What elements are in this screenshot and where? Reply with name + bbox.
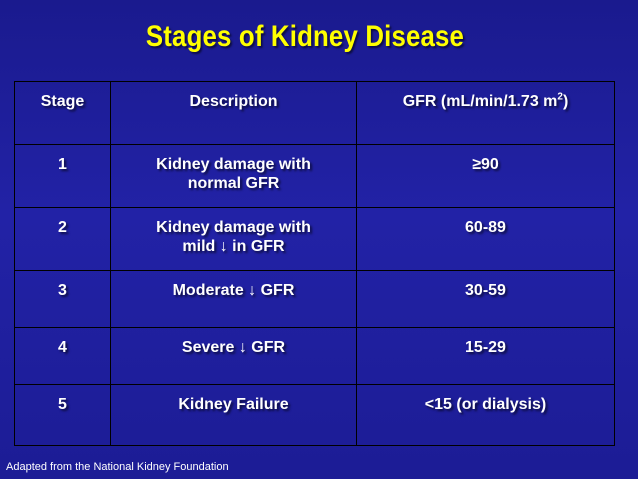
description-cell: Kidney Failure xyxy=(110,384,357,446)
description-cell: Severe ↓ GFR xyxy=(110,327,357,385)
table-header-row: Stage Description GFR (mL/min/1.73 m2) xyxy=(14,81,615,145)
header-gfr-exponent: 2 xyxy=(557,91,563,103)
table-row: 1 Kidney damage with normal GFR ≥90 xyxy=(14,144,615,208)
stage-cell: 3 xyxy=(14,270,111,328)
header-description: Description xyxy=(110,81,357,145)
stage-cell: 4 xyxy=(14,327,111,385)
gfr-cell: 60-89 xyxy=(356,207,615,271)
description-cell: Kidney damage with normal GFR xyxy=(110,144,357,208)
header-gfr: GFR (mL/min/1.73 m2) xyxy=(356,81,615,145)
header-gfr-close: ) xyxy=(562,93,569,110)
table-row: 5 Kidney Failure <15 (or dialysis) xyxy=(14,384,615,446)
gfr-cell: <15 (or dialysis) xyxy=(356,384,615,446)
gfr-cell: ≥90 xyxy=(356,144,615,208)
source-footnote: Adapted from the National Kidney Foundat… xyxy=(6,461,229,473)
table-row: 3 Moderate ↓ GFR 30-59 xyxy=(14,270,615,328)
table-row: 4 Severe ↓ GFR 15-29 xyxy=(14,327,615,385)
stage-cell: 5 xyxy=(14,384,111,446)
description-line: Kidney damage with xyxy=(156,219,311,236)
kidney-stages-table: Stage Description GFR (mL/min/1.73 m2) 1… xyxy=(14,81,615,446)
header-stage: Stage xyxy=(14,81,111,145)
gfr-cell: 30-59 xyxy=(356,270,615,328)
description-cell: Moderate ↓ GFR xyxy=(110,270,357,328)
description-line: normal GFR xyxy=(187,175,280,192)
slide-title: Stages of Kidney Disease xyxy=(145,20,465,53)
stage-cell: 2 xyxy=(14,207,111,271)
description-cell: Kidney damage with mild ↓ in GFR xyxy=(110,207,357,271)
description-line: Kidney damage with xyxy=(156,156,311,173)
stage-cell: 1 xyxy=(14,144,111,208)
gfr-cell: 15-29 xyxy=(356,327,615,385)
description-line: mild ↓ in GFR xyxy=(182,238,285,255)
header-gfr-text: GFR (mL/min/1.73 m xyxy=(402,93,558,110)
table-row: 2 Kidney damage with mild ↓ in GFR 60-89 xyxy=(14,207,615,271)
